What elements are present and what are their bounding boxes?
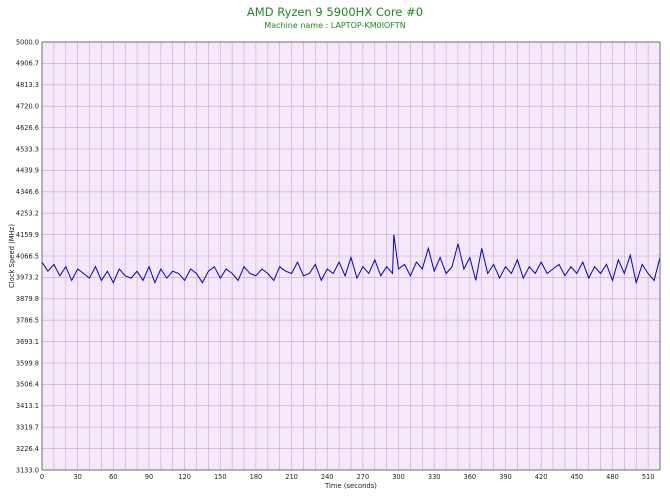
x-tick-label: 270	[357, 473, 370, 481]
y-tick-label: 3879.8	[16, 295, 39, 303]
x-tick-label: 420	[535, 473, 548, 481]
x-tick-label: 480	[606, 473, 619, 481]
y-tick-label: 3413.1	[16, 402, 39, 410]
y-tick-label: 3973.2	[16, 274, 39, 282]
y-tick-label: 3786.5	[16, 316, 39, 324]
x-tick-label: 510	[642, 473, 655, 481]
x-tick-label: 150	[214, 473, 227, 481]
y-tick-label: 4066.5	[16, 252, 39, 260]
x-tick-label: 240	[321, 473, 334, 481]
y-tick-label: 4253.2	[16, 210, 39, 218]
y-tick-label: 4720.0	[16, 102, 39, 110]
y-tick-label: 4533.3	[16, 145, 39, 153]
x-tick-label: 0	[40, 473, 44, 481]
chart-title: AMD Ryzen 9 5900HX Core #0	[246, 5, 424, 19]
y-axis-label: Clock Speed (MHz)	[8, 224, 16, 288]
y-tick-label: 5000.0	[16, 38, 39, 46]
x-axis-label: Time (seconds)	[324, 482, 377, 490]
x-tick-label: 300	[392, 473, 405, 481]
chart-subtitle: Machine name : LAPTOP-KM0IOFTN	[264, 21, 406, 30]
x-tick-label: 60	[109, 473, 117, 481]
plot-frame	[41, 41, 661, 471]
y-tick-label: 4813.3	[16, 81, 39, 89]
x-tick-label: 360	[464, 473, 477, 481]
series-line	[41, 234, 661, 285]
x-tick-label: 390	[499, 473, 512, 481]
x-tick-label: 90	[145, 473, 153, 481]
y-tick-label: 4439.9	[16, 167, 39, 175]
x-tick-label: 330	[428, 473, 441, 481]
y-tick-label: 3226.4	[16, 445, 39, 453]
y-tick-label: 4906.7	[16, 60, 39, 68]
y-tick-label: 4626.6	[16, 124, 39, 132]
y-tick-label: 3693.1	[16, 338, 39, 346]
x-tick-label: 30	[73, 473, 81, 481]
y-tick-label: 3599.8	[16, 359, 39, 367]
x-tick-label: 120	[178, 473, 191, 481]
x-tick-label: 180	[250, 473, 263, 481]
y-tick-label: 4159.9	[16, 231, 39, 239]
tick-labels: 5000.0 4906.7 4813.3 4720.0 4626.6 4533.3 4439…	[16, 38, 654, 481]
x-tick-label: 210	[285, 473, 298, 481]
y-tick-label: 3319.7	[16, 424, 39, 432]
y-tick-label: 4346.6	[16, 188, 39, 196]
x-tick-label: 450	[571, 473, 584, 481]
y-tick-label: 3506.4	[16, 381, 39, 389]
y-tick-label: 3133.0	[16, 466, 39, 474]
